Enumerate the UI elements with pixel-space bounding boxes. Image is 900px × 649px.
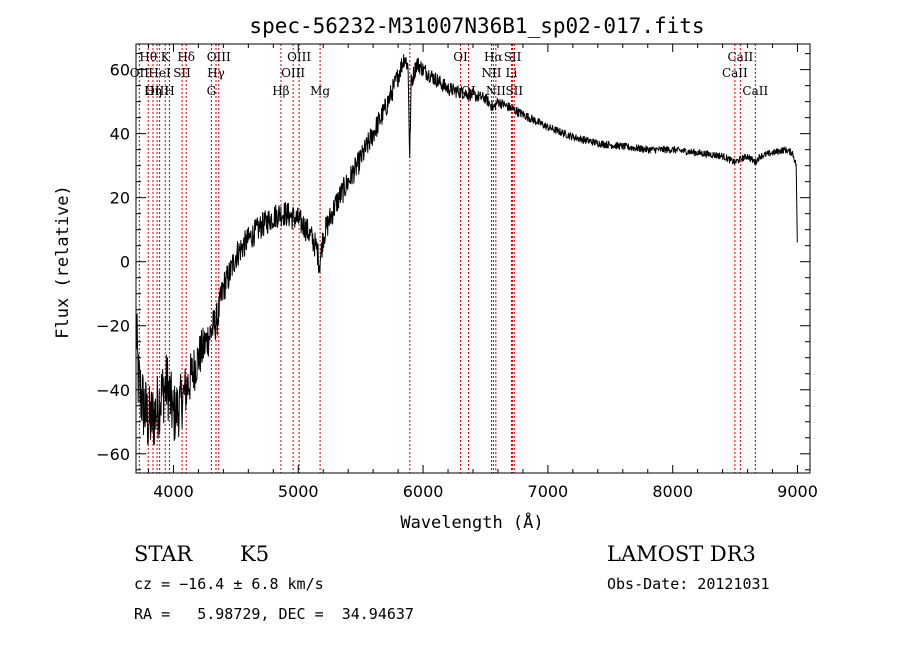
spectral-line-label: Hδ bbox=[177, 50, 195, 64]
spectral-line-label: OII bbox=[130, 66, 150, 80]
observation-date: Obs-Date: 20121031 bbox=[607, 575, 770, 593]
y-tick-label: 60 bbox=[110, 61, 130, 80]
spectral-line-label: Hβ bbox=[272, 84, 289, 98]
spectral-line-label: H bbox=[164, 84, 174, 98]
spectral-line-label: OIII bbox=[145, 84, 169, 98]
spectral-line-label: SII bbox=[505, 84, 523, 98]
y-tick-label: 0 bbox=[120, 253, 130, 272]
spectrum-line bbox=[135, 54, 798, 446]
y-tick-label: −60 bbox=[96, 445, 130, 464]
spectral-line-label: CaII bbox=[722, 66, 748, 80]
redshift-cz: cz = −16.4 ± 6.8 km/s bbox=[134, 575, 324, 593]
spectral-line-labels: HθOIIHηOIIIHeIKHSIIHδGHγOIIIHβOIIIOIIIMg… bbox=[130, 50, 769, 98]
y-tick-label: 20 bbox=[110, 189, 130, 208]
y-tick-label: 40 bbox=[110, 125, 130, 144]
y-tick-label: −20 bbox=[96, 317, 130, 336]
spectral-line-label: Hθ bbox=[139, 50, 157, 64]
spectral-line-label: OIII bbox=[287, 50, 311, 64]
x-axis-label: Wavelength (Å) bbox=[400, 511, 543, 533]
spectral-line-label: OIII bbox=[281, 66, 305, 80]
spectral-line-label: SII bbox=[504, 50, 522, 64]
spectral-line-markers bbox=[138, 44, 756, 473]
spectral-line-label: SII bbox=[173, 66, 191, 80]
x-tick-label: 6000 bbox=[403, 482, 444, 501]
x-tick-label: 7000 bbox=[528, 482, 569, 501]
spectral-line-label: Hα bbox=[484, 50, 503, 64]
spectral-line-label: OI bbox=[453, 50, 468, 64]
spectral-line-label: Li bbox=[506, 66, 518, 80]
spectral-line-label: CaII bbox=[727, 50, 753, 64]
y-axis-label: Flux (relative) bbox=[53, 185, 73, 339]
x-tick-label: 9000 bbox=[777, 482, 818, 501]
y-tick-label: −40 bbox=[96, 381, 130, 400]
chart-title: spec-56232-M31007N36B1_sp02-017.fits bbox=[249, 14, 704, 38]
x-tick-label: 4000 bbox=[153, 482, 194, 501]
spectral-line-label: OIII bbox=[207, 50, 231, 64]
object-class: STAR bbox=[134, 542, 193, 566]
spectral-line-label: NII bbox=[486, 84, 506, 98]
spectral-line-label: G bbox=[207, 84, 217, 98]
spectral-line-label: Hγ bbox=[207, 66, 225, 80]
spectral-line-label: HeI bbox=[148, 66, 171, 80]
spectral-line-label: CaII bbox=[742, 84, 768, 98]
spectral-line-label: Hη bbox=[144, 84, 162, 98]
spectral-line-label: K bbox=[161, 50, 171, 64]
object-subclass: K5 bbox=[240, 542, 269, 566]
x-tick-label: 5000 bbox=[278, 482, 319, 501]
x-tick-label: 8000 bbox=[652, 482, 693, 501]
survey-name: LAMOST DR3 bbox=[607, 542, 756, 566]
coordinates: RA = 5.98729, DEC = 34.94637 bbox=[134, 605, 414, 623]
spectral-line-label: NII bbox=[481, 66, 501, 80]
axis-ticks: 4000 5000 6000 7000 8000 9000 −60 −40 −20 0 20 40 60 bbox=[96, 44, 818, 501]
spectral-line-label: Mg bbox=[310, 84, 330, 98]
